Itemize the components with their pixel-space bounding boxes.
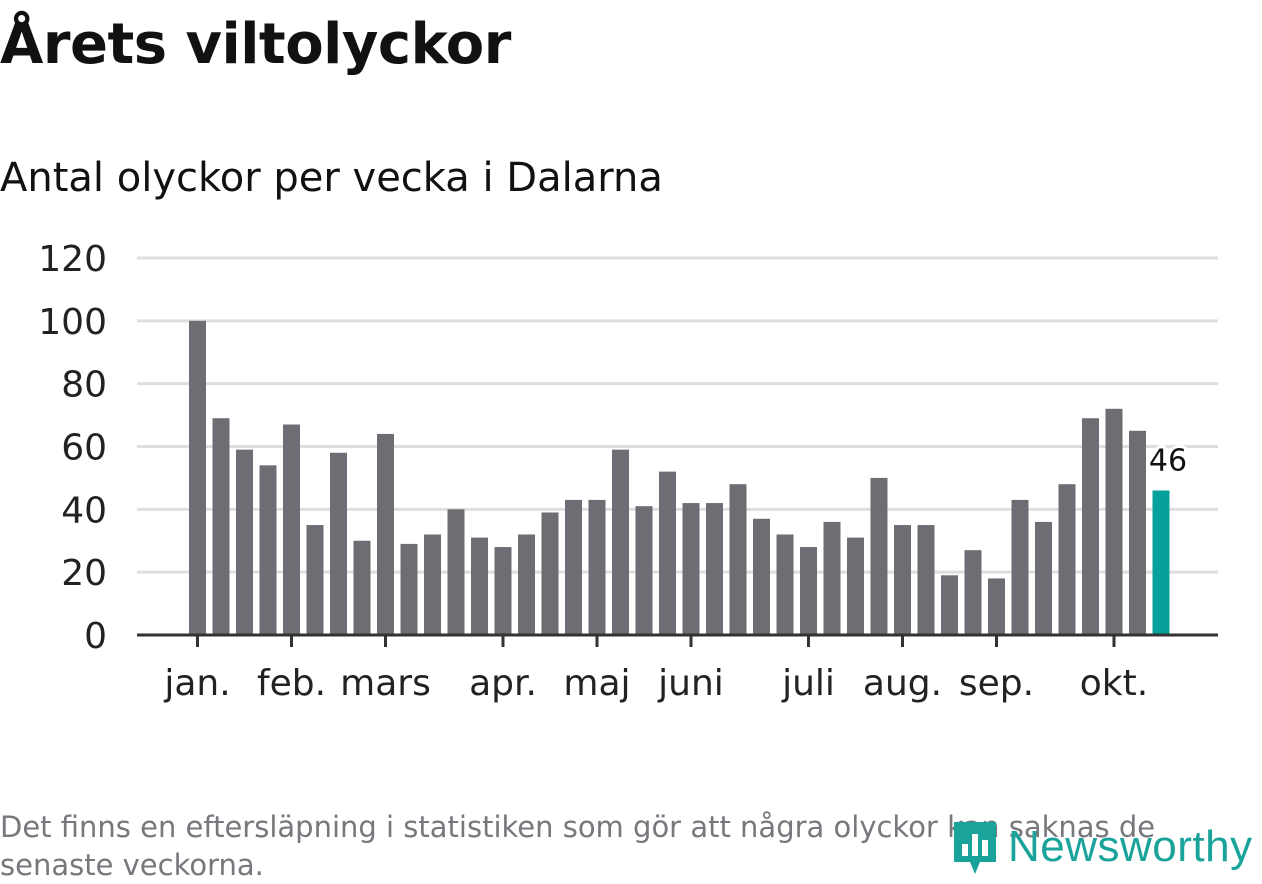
bar	[612, 449, 629, 635]
y-tick-label: 100	[38, 302, 107, 343]
bar	[212, 418, 230, 635]
x-tick-label: sep.	[959, 663, 1034, 704]
x-tick-label: mars	[340, 663, 431, 704]
bar	[823, 521, 841, 635]
bar	[518, 534, 535, 635]
bar	[659, 471, 676, 635]
bar	[847, 537, 864, 635]
bar	[1129, 430, 1146, 635]
bar	[1011, 499, 1029, 635]
bar	[1058, 484, 1076, 635]
bar	[917, 525, 935, 635]
y-tick-label: 0	[84, 616, 107, 657]
y-tick-label: 40	[61, 490, 107, 531]
bar	[729, 484, 747, 635]
x-tick-label: maj	[563, 663, 630, 704]
bars	[189, 320, 1170, 635]
bar	[189, 320, 206, 635]
data-labels: 46	[1146, 440, 1190, 481]
bar	[377, 433, 394, 635]
bar	[283, 424, 300, 635]
newsworthy-logo: Newsworthy	[950, 816, 1253, 878]
chart-title: Årets viltolyckor	[0, 12, 511, 77]
bar	[800, 547, 817, 635]
y-tick-label: 80	[61, 365, 107, 406]
bar	[259, 465, 277, 635]
x-tick-label: juli	[781, 663, 835, 704]
bar	[776, 534, 794, 635]
bar	[541, 512, 559, 635]
x-tick-label: apr.	[469, 663, 537, 704]
y-tick-label: 60	[61, 428, 107, 469]
bar	[236, 449, 253, 635]
x-tick-label: aug.	[863, 663, 942, 704]
bar	[870, 477, 888, 635]
logo-text: Newsworthy	[1008, 822, 1253, 871]
x-tick-label: jan.	[163, 663, 230, 704]
bar	[447, 509, 465, 635]
bar	[988, 578, 1005, 635]
bar	[400, 543, 418, 635]
bar	[353, 540, 371, 635]
bar-highlight	[1152, 490, 1170, 635]
bar	[682, 503, 700, 635]
bar	[1035, 521, 1052, 635]
bar	[471, 537, 488, 635]
x-axis-ticks: jan. feb. mars apr. maj juni juli aug. sep. okt.	[163, 635, 1148, 704]
bar	[330, 452, 347, 635]
y-axis-ticks: 0 20 40 60 80 100 120	[38, 239, 107, 657]
bar	[894, 525, 911, 635]
bar	[494, 547, 512, 635]
bar	[588, 499, 606, 635]
chart-subtitle: Antal olyckor per vecka i Dalarna	[0, 155, 663, 201]
y-tick-label: 20	[61, 553, 107, 594]
data-label-last: 46	[1149, 443, 1187, 478]
bar	[635, 506, 653, 635]
bar	[565, 499, 582, 635]
bar	[706, 503, 723, 635]
bar	[964, 550, 982, 635]
bar	[424, 534, 441, 635]
bar	[1105, 408, 1123, 635]
newsworthy-logo-icon	[954, 822, 996, 874]
y-tick-label: 120	[38, 239, 107, 280]
bar	[753, 518, 770, 635]
bar	[941, 575, 958, 635]
bar	[306, 525, 324, 635]
x-tick-label: okt.	[1080, 663, 1148, 704]
x-tick-label: juni	[657, 663, 724, 704]
bar	[1082, 418, 1099, 635]
x-tick-label: feb.	[257, 663, 326, 704]
